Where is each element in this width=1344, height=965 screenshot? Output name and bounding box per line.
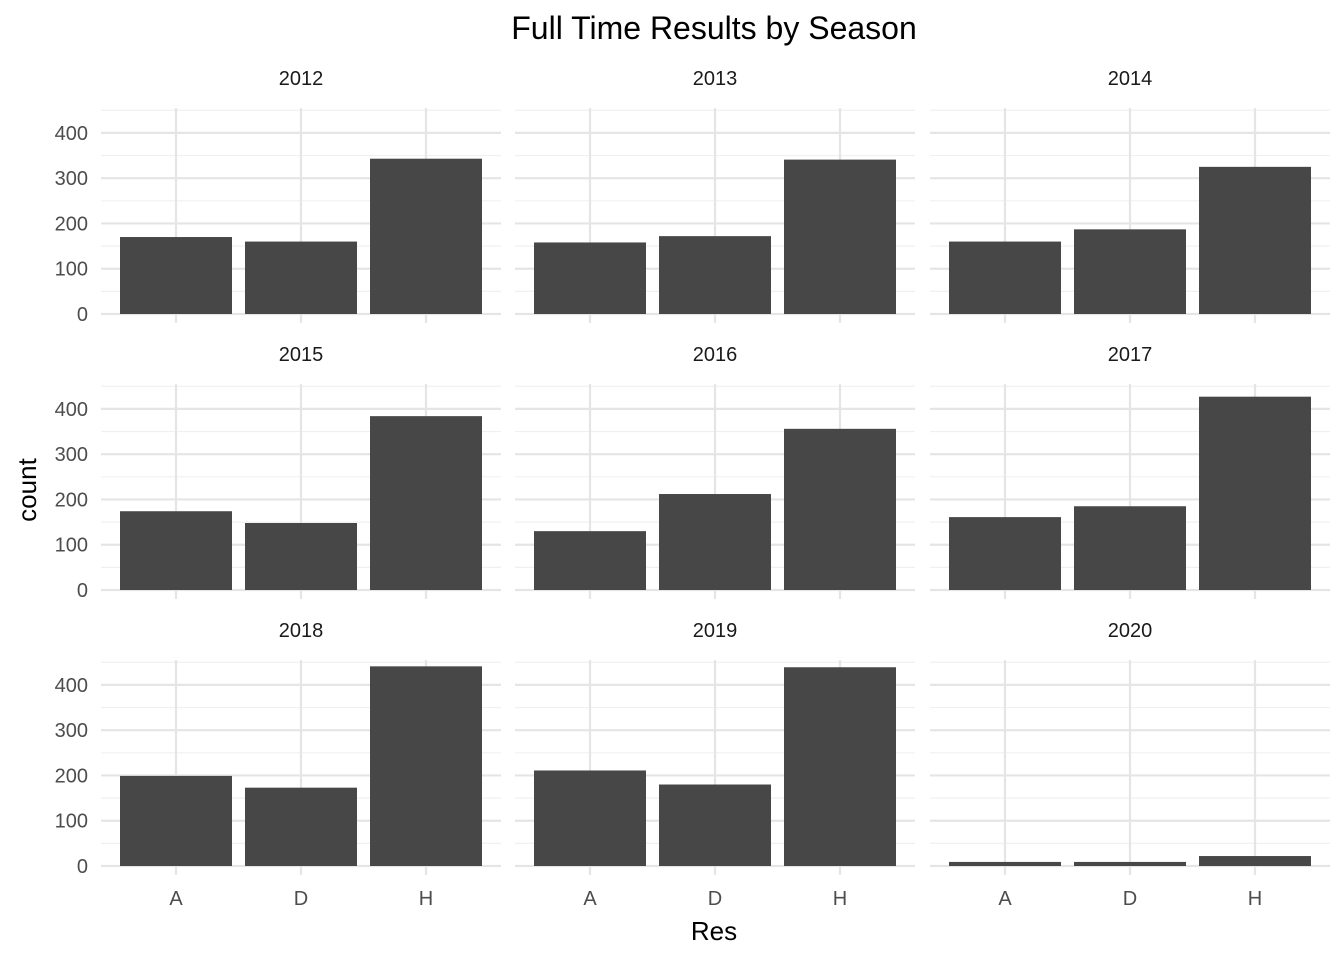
facet-label-2016: 2016 xyxy=(693,344,738,366)
facet-panel-2019: 2019 A D H xyxy=(515,620,915,910)
x-tick-label: D xyxy=(294,888,308,910)
bar-2020-A xyxy=(949,861,1061,866)
facet-panel-2013: 2013 xyxy=(515,68,915,323)
bar-2014-H xyxy=(1199,166,1311,314)
facet-label-2018: 2018 xyxy=(279,620,324,642)
bar-2019-D xyxy=(659,784,771,866)
bar-2012-H xyxy=(370,158,482,314)
bar-2016-D xyxy=(659,494,771,590)
facet-label-2012: 2012 xyxy=(279,68,324,90)
bar-2012-D xyxy=(245,241,357,314)
y-tick-label: 200 xyxy=(55,489,88,511)
facet-panel-2014: 2014 xyxy=(930,68,1330,323)
facet-panel-2016: 2016 xyxy=(515,344,915,599)
bar-2014-A xyxy=(949,241,1061,314)
x-tick-label: D xyxy=(708,888,722,910)
facet-panel-2015: 2015 0 100 200 300 400 xyxy=(55,344,501,602)
bar-2019-H xyxy=(784,667,896,866)
y-tick-label: 0 xyxy=(77,304,88,326)
x-tick-label: H xyxy=(419,888,433,910)
bar-2019-A xyxy=(534,770,646,866)
bar-2015-H xyxy=(370,416,482,590)
x-tick-label: D xyxy=(1123,888,1137,910)
y-axis-title: count xyxy=(12,457,42,521)
bar-2016-A xyxy=(534,531,646,590)
bar-2013-A xyxy=(534,242,646,314)
y-tick-label: 200 xyxy=(55,765,88,787)
x-tick-label: A xyxy=(583,888,597,910)
bar-2014-D xyxy=(1074,229,1186,314)
x-axis-title: Res xyxy=(691,916,737,946)
bar-2016-H xyxy=(784,428,896,590)
facet-panel-2018: 2018 0 100 200 300 400 A D H xyxy=(55,620,501,910)
facet-label-2017: 2017 xyxy=(1108,344,1153,366)
y-tick-label: 400 xyxy=(55,675,88,697)
y-tick-label: 100 xyxy=(55,811,88,833)
facet-label-2013: 2013 xyxy=(693,68,738,90)
bar-2018-A xyxy=(120,775,232,866)
facet-panels: 2012 0 100 200 300 400 2013 2014 2015 0 100 200 300 4… xyxy=(55,68,1330,910)
facet-panel-2012: 2012 0 100 200 300 400 xyxy=(55,68,501,326)
y-tick-label: 300 xyxy=(55,720,88,742)
bar-2018-D xyxy=(245,787,357,866)
facet-label-2014: 2014 xyxy=(1108,68,1153,90)
y-tick-label: 0 xyxy=(77,580,88,602)
y-tick-label: 200 xyxy=(55,213,88,235)
bar-2020-D xyxy=(1074,861,1186,866)
x-tick-label: H xyxy=(833,888,847,910)
bar-2012-A xyxy=(120,237,232,314)
y-tick-label: 300 xyxy=(55,168,88,190)
facet-label-2019: 2019 xyxy=(693,620,738,642)
x-tick-label: A xyxy=(169,888,183,910)
bar-2020-H xyxy=(1199,856,1311,866)
y-tick-label: 100 xyxy=(55,535,88,557)
facet-label-2020: 2020 xyxy=(1108,620,1153,642)
chart-title: Full Time Results by Season xyxy=(511,10,917,46)
bar-2017-A xyxy=(949,517,1061,590)
bar-2015-A xyxy=(120,511,232,590)
bar-2015-D xyxy=(245,522,357,590)
y-tick-label: 0 xyxy=(77,856,88,878)
facet-panel-2020: 2020 A D H xyxy=(930,620,1330,910)
bar-2018-H xyxy=(370,666,482,866)
y-tick-label: 100 xyxy=(55,259,88,281)
x-tick-label: A xyxy=(998,888,1012,910)
bar-2013-D xyxy=(659,236,771,314)
bar-2013-H xyxy=(784,159,896,314)
facet-panel-2017: 2017 xyxy=(930,344,1330,599)
bar-2017-H xyxy=(1199,396,1311,590)
y-tick-label: 300 xyxy=(55,444,88,466)
x-tick-label: H xyxy=(1248,888,1262,910)
y-tick-label: 400 xyxy=(55,399,88,421)
y-tick-label: 400 xyxy=(55,123,88,145)
facet-label-2015: 2015 xyxy=(279,344,324,366)
bar-2017-D xyxy=(1074,506,1186,590)
